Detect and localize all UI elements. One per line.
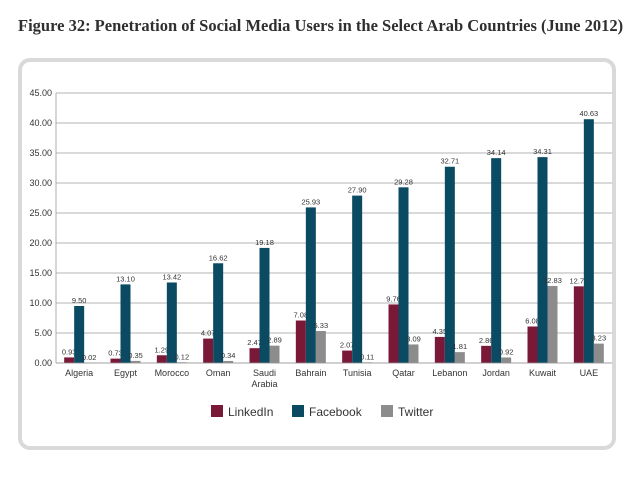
- bar-linkedin: [249, 348, 260, 363]
- data-label: 0.34: [221, 351, 236, 360]
- x-tick-label: Jordan: [482, 368, 510, 378]
- data-label: 13.42: [162, 272, 181, 281]
- data-label: 1.29: [155, 345, 170, 354]
- bar-linkedin: [203, 338, 214, 363]
- data-label: 0.35: [128, 351, 143, 360]
- bar-twitter: [454, 352, 465, 363]
- data-label: 7.08: [294, 311, 309, 320]
- data-label: 9.50: [72, 296, 87, 305]
- bar-facebook: [444, 166, 455, 363]
- bar-facebook: [537, 157, 548, 363]
- legend-swatch-twitter: [381, 405, 393, 417]
- data-label: 0.92: [499, 347, 514, 356]
- data-label: 9.76: [386, 294, 401, 303]
- x-tick-label: Kuwait: [529, 368, 557, 378]
- bar-twitter: [593, 343, 604, 363]
- legend-label: Twitter: [398, 405, 433, 419]
- y-tick-label: 20.00: [29, 238, 52, 248]
- bar-facebook: [166, 282, 177, 363]
- data-label: 0.11: [360, 352, 374, 361]
- data-label: 27.90: [348, 186, 367, 195]
- data-label: 13.10: [116, 274, 135, 283]
- bar-facebook: [583, 119, 594, 363]
- bar-twitter: [408, 344, 419, 363]
- legend-label: Facebook: [309, 405, 363, 419]
- data-label: 0.02: [82, 353, 97, 362]
- x-tick-label: Saudi Arabia: [251, 368, 277, 389]
- bar-facebook: [352, 195, 363, 363]
- data-label: 19.18: [255, 238, 274, 247]
- data-label: 6.08: [525, 317, 540, 326]
- bar-linkedin: [481, 345, 492, 363]
- data-label: 4.35: [433, 327, 448, 336]
- x-tick-label: Qatar: [392, 368, 415, 378]
- x-tick-label: Morocco: [155, 368, 190, 378]
- bar-facebook: [74, 306, 85, 363]
- bar-linkedin: [388, 304, 399, 363]
- data-label: 0.12: [175, 352, 190, 361]
- bar-linkedin: [295, 320, 306, 363]
- data-label: 4.07: [201, 329, 216, 338]
- legend-swatch-facebook: [292, 405, 304, 417]
- data-label: 40.63: [579, 109, 598, 118]
- y-tick-label: 0.00: [34, 358, 52, 368]
- bar-twitter: [501, 357, 512, 363]
- data-label: 2.86: [479, 336, 494, 345]
- x-tick-label: Tunisia: [343, 368, 372, 378]
- bar-linkedin: [156, 355, 167, 363]
- x-tick-label: Oman: [206, 368, 231, 378]
- data-label: 34.14: [487, 148, 506, 157]
- y-tick-label: 40.00: [29, 118, 52, 128]
- y-tick-label: 45.00: [29, 88, 52, 98]
- y-tick-label: 35.00: [29, 148, 52, 158]
- data-label: 29.28: [394, 177, 413, 186]
- bar-linkedin: [342, 350, 353, 363]
- y-tick-label: 25.00: [29, 208, 52, 218]
- data-label: 16.62: [209, 253, 228, 262]
- y-tick-label: 30.00: [29, 178, 52, 188]
- bar-linkedin: [110, 358, 121, 363]
- data-label: 12.83: [543, 276, 562, 285]
- bar-facebook: [398, 187, 409, 363]
- data-label: 2.47: [247, 338, 262, 347]
- bar-linkedin: [573, 286, 584, 363]
- bar-facebook: [491, 158, 502, 363]
- bar-twitter: [223, 360, 234, 363]
- x-tick-label: UAE: [580, 368, 599, 378]
- data-label: 2.07: [340, 341, 355, 350]
- bar-twitter: [130, 360, 141, 363]
- bar-facebook: [120, 284, 131, 363]
- bar-linkedin: [434, 336, 445, 363]
- x-tick-label: Lebanon: [432, 368, 467, 378]
- bar-facebook: [305, 207, 316, 363]
- data-label: 32.71: [440, 157, 459, 166]
- data-label: 25.93: [301, 197, 320, 206]
- legend-label: LinkedIn: [228, 405, 273, 419]
- x-tick-label: Egypt: [114, 368, 138, 378]
- bar-twitter: [547, 286, 558, 363]
- data-label: 5.33: [314, 321, 329, 330]
- figure-title: Figure 32: Penetration of Social Media U…: [18, 16, 624, 35]
- x-tick-label: Bahrain: [295, 368, 326, 378]
- data-label: 1.81: [453, 342, 468, 351]
- bar-linkedin: [527, 326, 538, 363]
- y-tick-label: 15.00: [29, 268, 52, 278]
- bar-twitter: [269, 345, 280, 363]
- data-label: 0.93: [62, 347, 77, 356]
- data-label: 12.78: [569, 276, 588, 285]
- y-tick-label: 10.00: [29, 298, 52, 308]
- bar-linkedin: [64, 357, 75, 363]
- data-label: 2.89: [267, 336, 282, 345]
- legend-swatch-linkedin: [211, 405, 223, 417]
- bar-twitter: [315, 331, 326, 363]
- data-label: 0.73: [108, 349, 123, 358]
- bar-facebook: [259, 247, 270, 363]
- x-tick-label: Algeria: [65, 368, 93, 378]
- bar-facebook: [213, 263, 224, 363]
- data-label: 34.31: [533, 147, 552, 156]
- data-label: 3.09: [406, 334, 421, 343]
- data-label: 3.23: [592, 334, 607, 343]
- y-tick-label: 5.00: [34, 328, 52, 338]
